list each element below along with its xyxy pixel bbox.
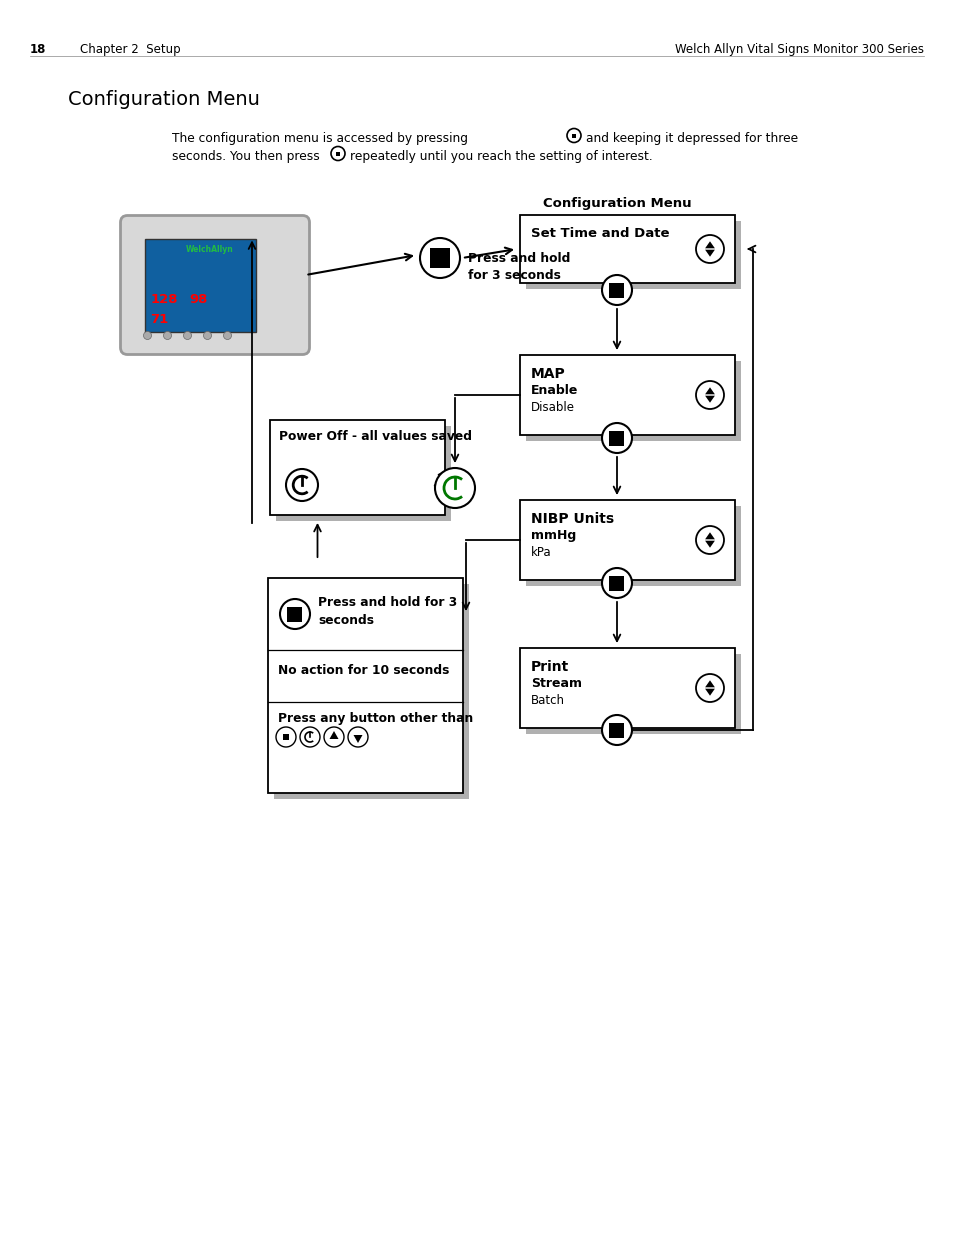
- Text: 128: 128: [151, 293, 178, 306]
- FancyBboxPatch shape: [120, 215, 309, 354]
- FancyBboxPatch shape: [270, 420, 444, 515]
- FancyBboxPatch shape: [525, 506, 740, 585]
- Circle shape: [601, 424, 631, 453]
- Polygon shape: [704, 249, 714, 257]
- FancyBboxPatch shape: [146, 238, 256, 331]
- Circle shape: [696, 674, 723, 701]
- Circle shape: [163, 331, 172, 340]
- FancyBboxPatch shape: [525, 655, 740, 734]
- Polygon shape: [704, 388, 714, 394]
- FancyBboxPatch shape: [609, 431, 624, 446]
- Text: Enable: Enable: [531, 384, 578, 396]
- Circle shape: [696, 382, 723, 409]
- FancyBboxPatch shape: [609, 722, 624, 737]
- Text: Chapter 2  Setup: Chapter 2 Setup: [80, 43, 180, 56]
- Circle shape: [601, 568, 631, 598]
- FancyBboxPatch shape: [609, 283, 624, 298]
- Circle shape: [696, 526, 723, 555]
- Text: The configuration menu is accessed by pressing: The configuration menu is accessed by pr…: [172, 132, 468, 144]
- Circle shape: [143, 331, 152, 340]
- Circle shape: [280, 599, 310, 629]
- Circle shape: [223, 331, 232, 340]
- Polygon shape: [704, 395, 714, 403]
- Text: WelchAllyn: WelchAllyn: [186, 245, 233, 253]
- Circle shape: [601, 715, 631, 745]
- Text: Stream: Stream: [531, 677, 581, 690]
- Text: Configuration Menu: Configuration Menu: [542, 198, 691, 210]
- FancyBboxPatch shape: [287, 606, 302, 621]
- Text: Print: Print: [531, 659, 569, 674]
- Circle shape: [203, 331, 212, 340]
- Circle shape: [601, 275, 631, 305]
- Circle shape: [348, 727, 368, 747]
- FancyBboxPatch shape: [519, 215, 734, 283]
- FancyBboxPatch shape: [268, 578, 462, 793]
- Text: Configuration Menu: Configuration Menu: [68, 90, 259, 109]
- Circle shape: [566, 128, 580, 142]
- Text: No action for 10 seconds: No action for 10 seconds: [277, 664, 449, 677]
- Circle shape: [324, 727, 344, 747]
- FancyBboxPatch shape: [525, 221, 740, 289]
- Polygon shape: [704, 689, 714, 695]
- Text: MAP: MAP: [531, 367, 565, 382]
- FancyBboxPatch shape: [519, 648, 734, 727]
- Text: 18: 18: [30, 43, 47, 56]
- Text: Press and hold: Press and hold: [468, 252, 570, 266]
- Text: Press any button other than: Press any button other than: [277, 713, 473, 725]
- Polygon shape: [329, 731, 338, 739]
- Text: Set Time and Date: Set Time and Date: [531, 227, 669, 240]
- Text: repeatedly until you reach the setting of interest.: repeatedly until you reach the setting o…: [350, 149, 652, 163]
- Text: Power Off - all values saved: Power Off - all values saved: [278, 430, 472, 443]
- Polygon shape: [704, 241, 714, 248]
- Circle shape: [419, 238, 459, 278]
- Text: seconds. You then press: seconds. You then press: [172, 149, 319, 163]
- FancyBboxPatch shape: [525, 361, 740, 441]
- Text: and keeping it depressed for three: and keeping it depressed for three: [585, 132, 798, 144]
- Text: Batch: Batch: [531, 694, 564, 706]
- Polygon shape: [704, 532, 714, 540]
- Polygon shape: [704, 680, 714, 688]
- Circle shape: [286, 469, 317, 501]
- FancyBboxPatch shape: [335, 152, 339, 156]
- FancyBboxPatch shape: [519, 354, 734, 435]
- FancyBboxPatch shape: [430, 248, 450, 268]
- Text: kPa: kPa: [531, 546, 551, 559]
- Text: Welch Allyn Vital Signs Monitor 300 Series: Welch Allyn Vital Signs Monitor 300 Seri…: [675, 43, 923, 56]
- Text: seconds: seconds: [317, 614, 374, 627]
- Circle shape: [275, 727, 295, 747]
- Text: 98: 98: [190, 293, 208, 306]
- Text: 71: 71: [151, 312, 169, 326]
- Polygon shape: [704, 541, 714, 547]
- Circle shape: [183, 331, 192, 340]
- FancyBboxPatch shape: [609, 576, 624, 590]
- Circle shape: [299, 727, 319, 747]
- FancyBboxPatch shape: [274, 584, 469, 799]
- Text: Press and hold for 3: Press and hold for 3: [317, 597, 456, 609]
- FancyBboxPatch shape: [572, 133, 576, 137]
- Text: for 3 seconds: for 3 seconds: [468, 269, 560, 282]
- FancyBboxPatch shape: [275, 426, 451, 521]
- Circle shape: [331, 147, 345, 161]
- Polygon shape: [354, 735, 362, 743]
- Circle shape: [696, 235, 723, 263]
- Text: NIBP Units: NIBP Units: [531, 513, 614, 526]
- Circle shape: [435, 468, 475, 508]
- Text: Disable: Disable: [531, 401, 575, 414]
- FancyBboxPatch shape: [519, 500, 734, 580]
- Text: mmHg: mmHg: [531, 529, 576, 542]
- FancyBboxPatch shape: [283, 735, 289, 740]
